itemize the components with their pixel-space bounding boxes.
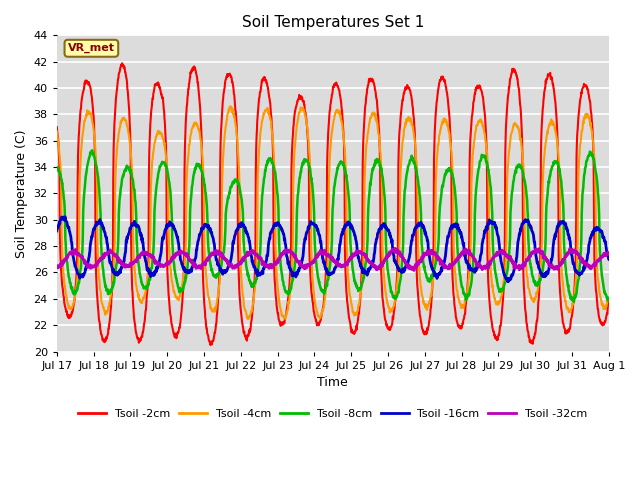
Line: Tsoil -2cm: Tsoil -2cm (57, 63, 609, 345)
Tsoil -32cm (152, 259, 160, 264)
Tsoil -2cm (263, 81, 271, 86)
Tsoil -16cm (152, 269, 160, 275)
Tsoil -4cm (532, 289, 540, 295)
Tsoil -32cm (212, 250, 220, 255)
Line: Tsoil -4cm: Tsoil -4cm (57, 107, 609, 319)
Tsoil -16cm (61, 214, 69, 220)
Line: Tsoil -32cm: Tsoil -32cm (57, 248, 609, 270)
Tsoil -2cm (532, 321, 540, 327)
Tsoil -8cm (212, 272, 220, 277)
Tsoil -32cm (262, 264, 270, 269)
X-axis label: Time: Time (317, 376, 348, 389)
Tsoil -2cm (207, 342, 214, 348)
Tsoil -2cm (152, 82, 160, 88)
Tsoil -2cm (471, 91, 479, 97)
Tsoil -16cm (504, 279, 512, 285)
Tsoil -2cm (213, 312, 221, 318)
Tsoil -16cm (605, 256, 612, 262)
Tsoil -32cm (163, 260, 170, 266)
Tsoil -4cm (263, 105, 271, 111)
Tsoil -4cm (53, 129, 61, 134)
Tsoil -8cm (263, 162, 271, 168)
Tsoil -8cm (88, 147, 96, 153)
Tsoil -2cm (118, 60, 126, 66)
Tsoil -16cm (532, 255, 540, 261)
Tsoil -32cm (391, 245, 399, 251)
Tsoil -4cm (244, 316, 252, 322)
Tsoil -16cm (471, 269, 479, 275)
Y-axis label: Soil Temperature (C): Soil Temperature (C) (15, 129, 28, 258)
Tsoil -8cm (570, 299, 578, 304)
Title: Soil Temperatures Set 1: Soil Temperatures Set 1 (242, 15, 424, 30)
Tsoil -4cm (605, 295, 612, 300)
Tsoil -2cm (605, 296, 612, 302)
Line: Tsoil -16cm: Tsoil -16cm (57, 217, 609, 282)
Tsoil -16cm (212, 257, 220, 263)
Tsoil -8cm (53, 165, 61, 170)
Tsoil -32cm (53, 263, 61, 269)
Tsoil -2cm (53, 124, 61, 130)
Tsoil -4cm (471, 131, 479, 136)
Tsoil -32cm (532, 248, 540, 254)
Tsoil -32cm (471, 257, 479, 263)
Tsoil -16cm (263, 257, 271, 263)
Tsoil -8cm (532, 282, 540, 288)
Tsoil -8cm (605, 297, 612, 303)
Line: Tsoil -8cm: Tsoil -8cm (57, 150, 609, 301)
Tsoil -8cm (152, 185, 160, 191)
Tsoil -8cm (471, 212, 479, 218)
Tsoil -4cm (163, 155, 170, 161)
Tsoil -32cm (410, 267, 418, 273)
Text: VR_met: VR_met (68, 43, 115, 53)
Tsoil -32cm (605, 250, 612, 256)
Tsoil -4cm (227, 104, 235, 109)
Tsoil -2cm (163, 233, 170, 239)
Tsoil -4cm (212, 306, 220, 312)
Tsoil -16cm (53, 228, 61, 234)
Legend: Tsoil -2cm, Tsoil -4cm, Tsoil -8cm, Tsoil -16cm, Tsoil -32cm: Tsoil -2cm, Tsoil -4cm, Tsoil -8cm, Tsoi… (74, 405, 592, 423)
Tsoil -16cm (163, 222, 170, 228)
Tsoil -8cm (163, 166, 170, 171)
Tsoil -4cm (152, 134, 160, 140)
